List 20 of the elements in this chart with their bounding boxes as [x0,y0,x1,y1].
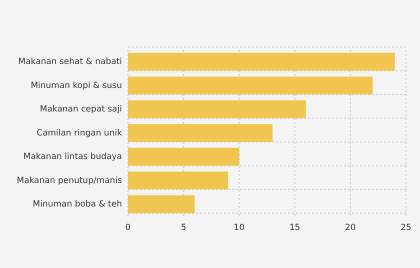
y-tick-label: Makanan lintas budaya [23,152,122,162]
x-tick-label: 20 [344,223,356,233]
bar [128,100,306,118]
x-tick-label: 25 [400,223,412,233]
y-tick-label: Makanan cepat saji [40,104,122,115]
y-tick-label: Camilan ringan unik [36,128,122,138]
y-tick-label: Minuman kopi & susu [30,80,122,91]
x-tick-label: 5 [180,223,186,233]
bar [128,52,395,71]
bar [128,195,195,214]
y-tick-label: Makanan penutup/manis [16,176,123,186]
x-tick-label: 15 [289,223,300,233]
bar [128,172,228,190]
bar [128,124,273,142]
bar [128,76,373,94]
bar [128,148,240,166]
x-tick-label: 10 [234,223,245,233]
y-tick-label: Minuman boba & teh [32,200,122,210]
y-tick-label: Makanan sehat & nabati [18,57,122,68]
x-tick-label: 0 [125,223,131,233]
